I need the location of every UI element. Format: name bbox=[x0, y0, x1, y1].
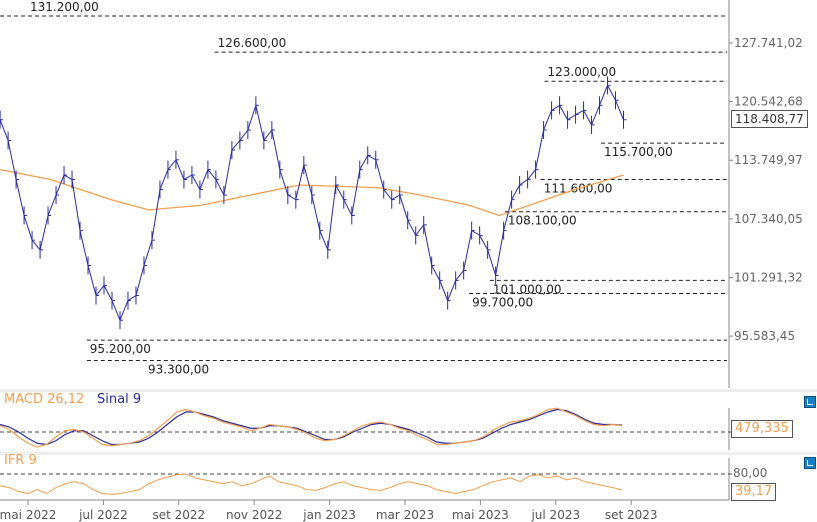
macd-value-label: 479,335 bbox=[731, 420, 793, 438]
level-label: 99.700,00 bbox=[472, 295, 533, 309]
signal-line bbox=[0, 408, 623, 446]
level-label: 123.000,00 bbox=[547, 65, 616, 79]
macd-title: MACD 26,12 bbox=[4, 392, 85, 407]
macd-export-icon[interactable] bbox=[804, 396, 816, 408]
panel-separator bbox=[0, 389, 817, 392]
last-price-label: 118.408,77 bbox=[731, 110, 808, 128]
x-tick-label: jul 2022 bbox=[78, 508, 128, 522]
ifr-value-label: 39,17 bbox=[731, 483, 777, 501]
ifr-level-label: 80,00 bbox=[733, 466, 768, 480]
moving-average-line bbox=[0, 168, 624, 217]
y-tick-label: 107.340,05 bbox=[734, 212, 803, 226]
macd-line bbox=[0, 407, 623, 448]
level-label: 101.000,00 bbox=[493, 282, 562, 296]
x-tick-label: mai 2023 bbox=[452, 508, 509, 522]
x-tick-label: jul 2023 bbox=[530, 508, 580, 522]
y-tick-label: 95.583,45 bbox=[734, 329, 795, 343]
x-tick-label: mai 2022 bbox=[0, 508, 56, 522]
ifr-title: IFR 9 bbox=[4, 453, 37, 468]
level-label: 126.600,00 bbox=[218, 36, 287, 50]
level-label: 95.200,00 bbox=[90, 342, 151, 356]
level-label: 93.300,00 bbox=[148, 363, 209, 377]
y-tick-label: 113.749,97 bbox=[734, 153, 803, 167]
signal-title: Sinal 9 bbox=[97, 392, 142, 407]
level-label: 131.200,00 bbox=[30, 0, 99, 14]
y-tick-label: 127.741,02 bbox=[734, 36, 803, 50]
x-tick-label: nov 2022 bbox=[226, 508, 282, 522]
x-tick-label: mar 2023 bbox=[376, 508, 434, 522]
level-label: 115.700,00 bbox=[604, 145, 673, 159]
panel-separator bbox=[0, 452, 817, 455]
x-tick-label: jan 2023 bbox=[302, 508, 356, 522]
y-tick-label: 101.291,32 bbox=[734, 270, 803, 284]
level-label: 108.100,00 bbox=[508, 214, 577, 228]
x-tick-label: set 2022 bbox=[152, 508, 205, 522]
x-tick-label: set 2023 bbox=[605, 508, 658, 522]
ifr-export-icon[interactable] bbox=[804, 457, 816, 469]
ifr-line bbox=[0, 473, 623, 495]
price-line bbox=[0, 84, 624, 322]
y-tick-label: 120.542,68 bbox=[734, 95, 803, 109]
